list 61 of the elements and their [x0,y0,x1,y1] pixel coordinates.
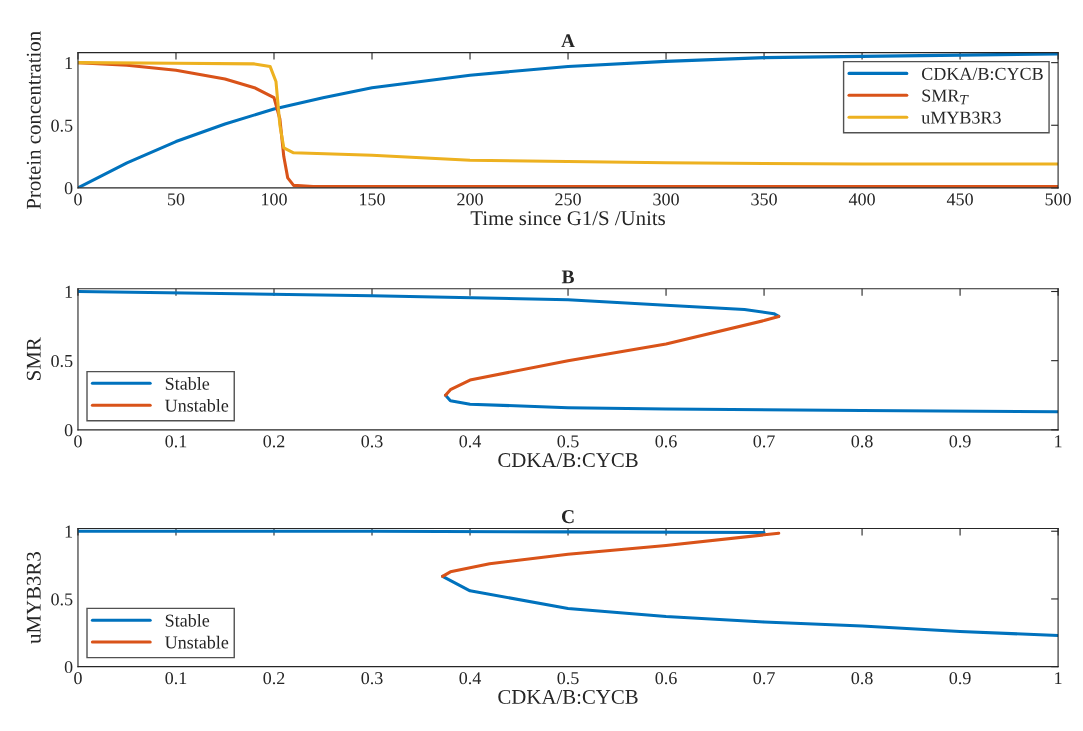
x-tick-label: 0.5 [557,672,579,685]
line-series [443,314,781,397]
x-axis-title: CDKA/B:CYCB [498,453,638,468]
y-tick-label: 0 [64,660,73,674]
x-tick-label: 0 [74,672,82,685]
x-tick-label: 50 [168,193,185,206]
chart-title: C [561,510,574,524]
line-series [441,531,781,578]
legend-label: CDKA/B:CYCB [921,67,1043,80]
legend-label: Stable [165,377,210,390]
x-tick-label: 0.8 [851,435,873,448]
y-tick-label: 1 [65,285,73,298]
x-tick-label: 0.8 [851,672,873,685]
x-tick-label: 250 [555,193,581,206]
x-tick-label: 0.1 [165,435,187,448]
x-tick-label: 500 [1045,193,1071,206]
x-tick-label: 0.3 [361,672,383,685]
y-tick-label: 0 [64,182,73,195]
x-tick-label: 0.7 [753,435,775,448]
x-tick-label: 0.2 [263,435,285,448]
x-tick-label: 1 [1055,672,1062,685]
x-axis-title: CDKA/B:CYCB [498,689,638,705]
x-tick-label: 0.6 [655,435,677,448]
x-axis-title: Time since G1/S /Units [470,211,665,226]
chart-title: A [561,34,575,48]
x-tick-label: 0.4 [459,672,482,685]
y-axis-title: SMR [26,337,41,380]
y-tick-label: 0.5 [51,593,73,606]
y-tick-label: 1 [65,525,73,538]
x-tick-label: 1 [1055,435,1062,448]
legend-label: Unstable [165,399,229,412]
x-tick-label: 0.6 [655,672,677,685]
y-tick-label: 1 [65,56,73,69]
legend-label: SMR$_{T}$ [922,89,969,105]
x-tick-label: 0.9 [949,435,971,448]
x-tick-label: 200 [457,193,483,206]
legend-label: uMYB3R3 [921,111,1001,124]
legend-label: Unstable [165,635,229,649]
line-series [77,61,1059,166]
y-tick-label: 0.5 [51,119,73,132]
y-tick-label: 0 [64,424,73,437]
chart-title: B [561,270,574,284]
y-axis-title: Protein concentration [26,31,41,210]
x-tick-label: 0.9 [949,672,971,685]
legend-label: Stable [165,613,210,627]
x-tick-label: 150 [360,193,385,206]
x-tick-label: 0.1 [165,672,187,685]
y-axis-title: uMYB3R3 [26,552,41,644]
x-tick-label: 350 [751,193,777,206]
x-tick-label: 400 [848,193,875,206]
y-tick-label: 0.5 [51,354,73,368]
x-tick-label: 0.5 [557,435,579,448]
x-tick-label: 450 [946,193,973,206]
x-tick-label: 0 [74,193,82,206]
x-tick-label: 100 [262,193,287,206]
x-tick-label: 0.3 [361,435,383,448]
x-tick-label: 300 [653,193,679,206]
x-tick-label: 0.7 [753,672,775,685]
x-tick-label: 0 [74,435,82,448]
x-tick-label: 0.4 [459,435,482,448]
x-tick-label: 0.2 [263,672,285,685]
